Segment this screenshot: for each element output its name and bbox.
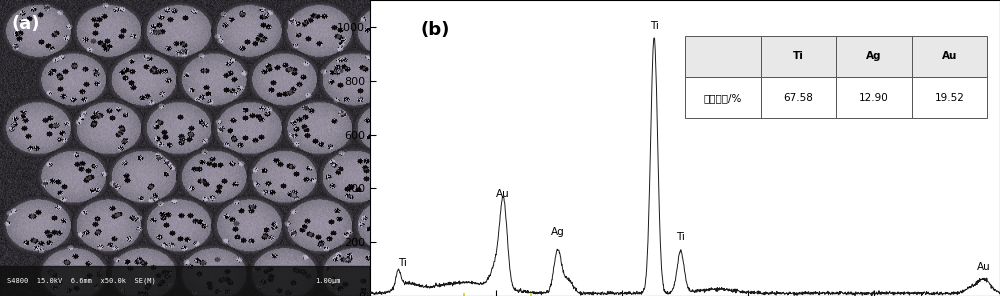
Text: Ti: Ti <box>650 21 659 31</box>
Text: Au: Au <box>977 262 991 272</box>
Text: (b): (b) <box>420 21 450 39</box>
Text: Ti: Ti <box>676 232 685 242</box>
Text: Ti: Ti <box>398 258 407 268</box>
Text: (a): (a) <box>11 15 40 33</box>
Bar <box>0 266 370 296</box>
Text: 1.00μm: 1.00μm <box>315 278 340 284</box>
Text: Ag: Ag <box>551 227 565 237</box>
Text: Au: Au <box>495 189 509 199</box>
Text: S4800  15.0kV  6.6mm  x50.0k  SE(M): S4800 15.0kV 6.6mm x50.0k SE(M) <box>7 278 156 284</box>
